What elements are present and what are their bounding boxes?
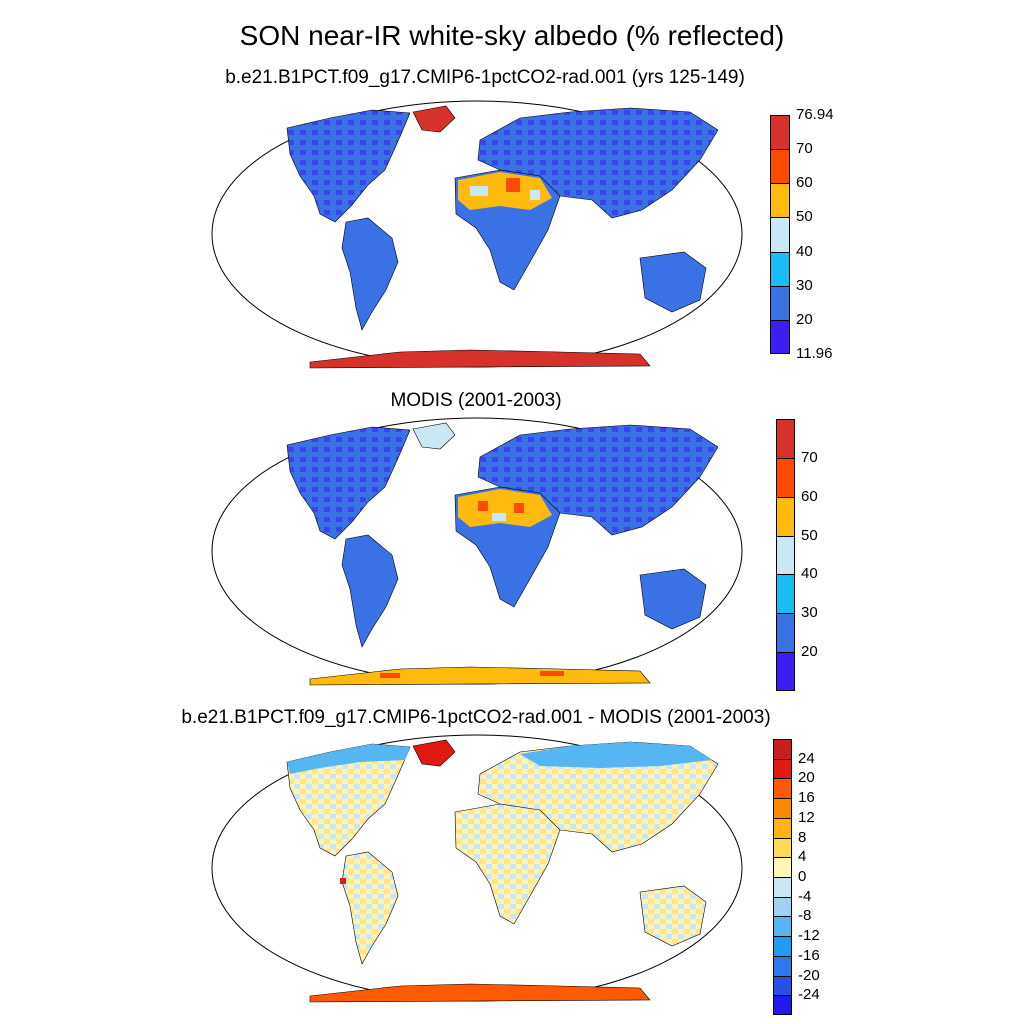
colorbar-segment <box>776 652 795 691</box>
colorbar-tick-label: -12 <box>798 927 820 945</box>
panel-3-title: b.e21.B1PCT.f09_g17.CMIP6-1pctCO2-rad.00… <box>181 707 771 728</box>
australia-3 <box>639 885 707 947</box>
colorbar-tick-label: 70 <box>801 448 818 466</box>
south-america-1 <box>341 217 399 331</box>
colorbar-tick-label: 30 <box>796 276 813 294</box>
colorbar-segment <box>776 457 795 497</box>
colorbar-tick-label: 76.94 <box>796 106 834 123</box>
north-america-2 <box>286 426 411 540</box>
colorbar-panel-1 <box>770 115 790 354</box>
map-panel-2 <box>211 417 743 686</box>
colorbar-tick-label: 8 <box>798 828 807 846</box>
colorbar-tick-label: 11.96 <box>796 345 833 362</box>
colorbar-segment <box>776 574 795 614</box>
colorbar-tick-label: -20 <box>798 966 820 984</box>
colorbar-segment <box>770 149 790 184</box>
australia-1 <box>639 251 707 313</box>
colorbar-segment <box>770 183 790 218</box>
map-panel-3 <box>211 734 743 1003</box>
colorbar-tick-label: 50 <box>801 526 818 544</box>
colorbar-tick-label: 70 <box>796 140 813 158</box>
colorbar-segment <box>773 896 792 917</box>
colorbar-tick-label: 20 <box>801 643 818 661</box>
colorbar-segment <box>773 817 792 838</box>
colorbar-segment <box>773 778 792 799</box>
sahara-2 <box>458 489 552 527</box>
colorbar-segment <box>773 857 792 877</box>
panel-1-title: b.e21.B1PCT.f09_g17.CMIP6-1pctCO2-rad.00… <box>225 67 745 88</box>
south-america-3 <box>341 851 399 965</box>
colorbar-segment <box>776 496 795 536</box>
colorbar-tick-label: 12 <box>798 808 815 826</box>
colorbar-tick-label: -24 <box>798 986 820 1004</box>
colorbar-tick-label: -8 <box>798 907 812 925</box>
colorbar-tick-label: 40 <box>801 565 818 583</box>
colorbar-segment <box>773 955 792 976</box>
colorbar-tick-label: 20 <box>796 310 813 328</box>
antarctica-3 <box>309 983 651 1003</box>
map-panel-1 <box>211 100 743 369</box>
colorbar-segment <box>770 251 790 286</box>
colorbar-segment <box>770 217 790 252</box>
colorbar-segment <box>773 995 792 1015</box>
antarctica-1 <box>309 349 651 369</box>
colorbar-segment <box>776 535 795 575</box>
colorbar-tick-label: 16 <box>798 789 815 807</box>
colorbar-tick-label: -4 <box>798 887 812 905</box>
colorbar-tick-label: 60 <box>796 174 813 192</box>
greenland-2 <box>412 422 456 450</box>
colorbar-tick-label: 60 <box>801 487 818 505</box>
colorbar-tick-label: -16 <box>798 946 820 964</box>
sahara-1 <box>458 172 552 210</box>
colorbar-tick-label: 50 <box>796 208 813 226</box>
colorbar-segment <box>773 758 792 779</box>
south-america-2 <box>341 534 399 648</box>
figure-title: SON near-IR white-sky albedo (% reflecte… <box>239 20 785 51</box>
africa-3 <box>454 803 561 925</box>
north-america-1 <box>286 109 411 223</box>
colorbar-segment <box>773 798 792 818</box>
colorbar-segment <box>773 837 792 858</box>
colorbar-tick-label: 30 <box>801 604 818 622</box>
colorbar-tick-label: 24 <box>798 749 815 767</box>
colorbar-segment <box>773 916 792 937</box>
colorbar-segment <box>773 877 792 897</box>
greenland-3 <box>412 739 456 767</box>
greenland-1 <box>412 105 456 133</box>
colorbar-tick-label: 40 <box>796 242 813 260</box>
colorbar-panel-2 <box>776 419 795 691</box>
colorbar-segment <box>770 319 790 354</box>
antarctica-2 <box>309 666 651 686</box>
colorbar-panel-3 <box>773 739 792 1015</box>
colorbar-tick-label: 0 <box>798 868 807 885</box>
colorbar-tick-label: 4 <box>798 848 807 866</box>
australia-2 <box>639 568 707 630</box>
colorbar-segment <box>776 613 795 653</box>
colorbar-segment <box>773 936 792 956</box>
colorbar-segment <box>773 975 792 996</box>
colorbar-tick-label: 20 <box>798 769 815 787</box>
panel-2-title: MODIS (2001-2003) <box>390 390 562 411</box>
colorbar-segment <box>770 285 790 320</box>
